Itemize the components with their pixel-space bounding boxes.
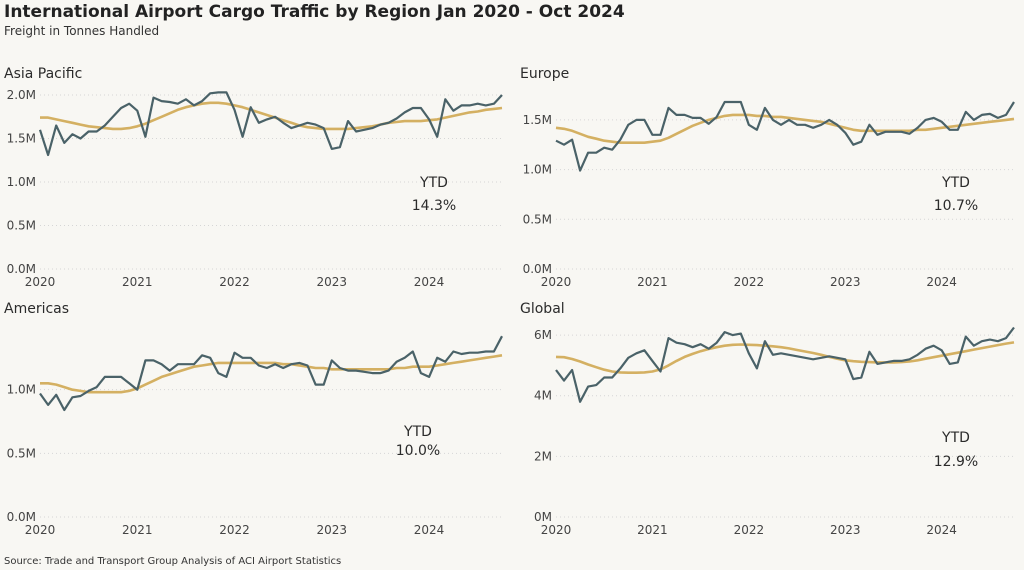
ytd-value: 12.9% [934, 454, 978, 470]
x-tick-label: 2023 [830, 275, 861, 289]
chart-panel: Asia Pacific 0.0M 0.5M 1.0M 1.5M 2.0M 2020 2021… [4, 66, 503, 289]
chart-title: Americas [4, 301, 69, 317]
y-tick-label: 0M [534, 510, 552, 524]
y-tick-label: 1.5M [523, 113, 552, 127]
x-tick-label: 2020 [25, 523, 56, 537]
y-tick-label: 0.5M [523, 212, 552, 226]
x-tick-label: 2022 [219, 523, 250, 537]
x-tick-label: 2024 [414, 275, 445, 289]
y-tick-label: 2.0M [7, 88, 36, 102]
x-tick-label: 2022 [734, 275, 765, 289]
x-tick-label: 2022 [219, 275, 250, 289]
ytd-value: 10.7% [934, 198, 978, 214]
x-tick-label: 2023 [317, 275, 348, 289]
x-tick-label: 2020 [541, 523, 572, 537]
y-tick-label: 0.0M [523, 262, 552, 276]
trend-series-line [40, 101, 503, 131]
y-tick-label: 0.0M [7, 510, 36, 524]
y-tick-label: 1.0M [7, 175, 36, 189]
x-tick-label: 2022 [734, 523, 765, 537]
page-title: International Airport Cargo Traffic by R… [4, 2, 625, 22]
ytd-label: YTD [941, 430, 970, 446]
chart-panel: Americas 0.0M 0.5M 1.0M 2020 2021 2022 2023 2024… [4, 301, 503, 537]
y-tick-label: 6M [534, 328, 552, 342]
chart-title: Global [520, 301, 565, 317]
chart-title: Asia Pacific [4, 66, 82, 82]
source-note: Source: Trade and Transport Group Analys… [4, 556, 342, 567]
y-tick-label: 1.0M [523, 163, 552, 177]
chart-title: Europe [520, 66, 569, 82]
ytd-label: YTD [941, 175, 970, 191]
actual-series-line [555, 326, 1015, 403]
y-tick-label: 0.5M [7, 219, 36, 233]
x-tick-label: 2024 [926, 275, 957, 289]
y-tick-label: 0.0M [7, 262, 36, 276]
x-tick-label: 2021 [637, 275, 668, 289]
ytd-value: 14.3% [412, 198, 456, 214]
y-tick-label: 0.5M [7, 446, 36, 460]
actual-series-line [38, 91, 503, 157]
x-tick-label: 2024 [926, 523, 957, 537]
ytd-label: YTD [419, 175, 448, 191]
x-tick-label: 2020 [541, 275, 572, 289]
actual-series-line [39, 335, 503, 412]
x-tick-label: 2021 [122, 523, 153, 537]
x-tick-label: 2021 [637, 523, 668, 537]
x-tick-label: 2020 [25, 275, 56, 289]
actual-series-line [555, 100, 1015, 172]
y-tick-label: 2M [534, 449, 552, 463]
ytd-value: 10.0% [396, 443, 440, 459]
x-tick-label: 2024 [414, 523, 445, 537]
trend-series-line [555, 113, 1015, 144]
y-tick-label: 1.5M [7, 132, 36, 146]
chart-panel: Europe 0.0M 0.5M 1.0M 1.5M 2020 2021 2022 2023 20… [520, 66, 1015, 289]
trend-series-line [40, 354, 503, 394]
chart-panel: Global 0M 2M 4M 6M 2020 2021 2022 2023 2024 YTD 12.… [520, 301, 1015, 537]
trend-series-line [555, 341, 1015, 374]
x-tick-label: 2023 [830, 523, 861, 537]
ytd-label: YTD [403, 424, 432, 440]
y-tick-label: 1.0M [7, 383, 36, 397]
x-tick-label: 2021 [122, 275, 153, 289]
y-tick-label: 4M [534, 389, 552, 403]
x-tick-label: 2023 [317, 523, 348, 537]
page-subtitle: Freight in Tonnes Handled [4, 24, 160, 38]
